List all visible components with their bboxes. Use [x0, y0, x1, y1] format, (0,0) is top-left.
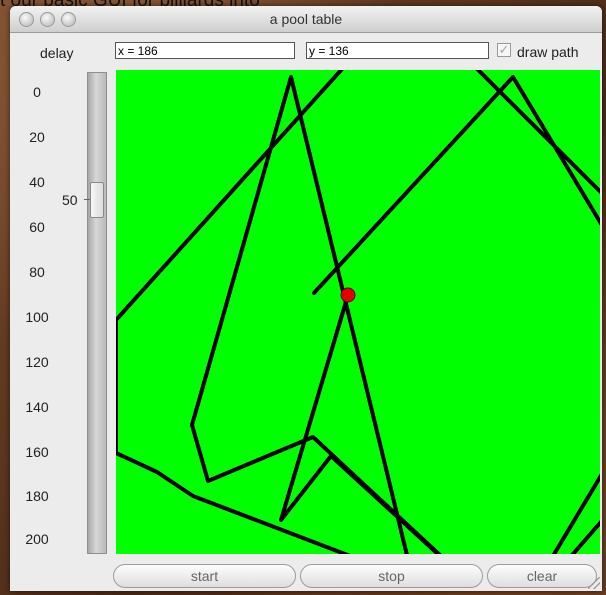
delay-tick: 140	[25, 399, 49, 415]
draw-path-checkbox[interactable]: ✓	[497, 42, 511, 57]
delay-tick: 60	[29, 219, 45, 235]
delay-tick: 200	[25, 531, 49, 547]
delay-tick: 100	[25, 309, 49, 325]
title-bar[interactable]: a pool table	[10, 6, 602, 33]
clear-button[interactable]: clear	[487, 564, 597, 588]
x-coordinate-field[interactable]: x = 186	[115, 42, 295, 59]
draw-path-label: draw path	[517, 44, 579, 60]
delay-tick: 0	[33, 84, 41, 100]
delay-tick: 120	[25, 354, 49, 370]
delay-slider-tick-mark	[84, 199, 90, 200]
delay-tick: 20	[29, 129, 45, 145]
delay-slider-value: 50	[62, 192, 78, 208]
delay-tick: 180	[25, 488, 49, 504]
pool-table-canvas[interactable]	[116, 70, 600, 554]
delay-slider-thumb[interactable]	[90, 182, 104, 218]
ball	[340, 287, 356, 303]
pool-table-window: a pool table delay x = 186 y = 136 ✓ dra…	[10, 6, 602, 591]
window-title: a pool table	[269, 11, 343, 27]
zoom-window-icon[interactable]	[61, 12, 76, 27]
ball-path	[116, 70, 600, 554]
delay-slider-track[interactable]	[87, 72, 107, 554]
resize-grip-icon[interactable]	[588, 577, 600, 589]
y-coordinate-field[interactable]: y = 136	[306, 42, 489, 59]
stop-button[interactable]: stop	[300, 564, 483, 588]
background-document-text: t our basic GUI for billiards into	[0, 0, 606, 10]
minimize-window-icon[interactable]	[40, 12, 55, 27]
pool-table-drawing	[116, 70, 600, 554]
start-button[interactable]: start	[113, 564, 296, 588]
delay-tick: 160	[25, 444, 49, 460]
delay-label: delay	[40, 45, 74, 61]
delay-tick: 40	[29, 174, 45, 190]
close-window-icon[interactable]	[19, 12, 34, 27]
delay-tick: 80	[29, 264, 45, 280]
